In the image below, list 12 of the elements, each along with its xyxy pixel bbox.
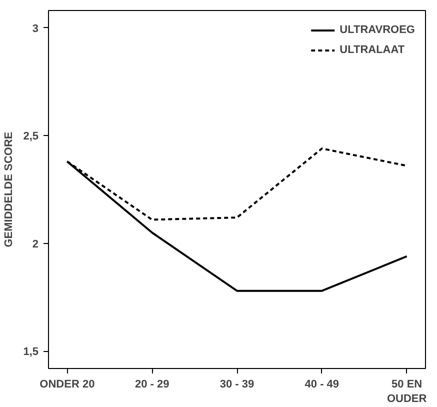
y-tick-label: 2 (32, 238, 39, 250)
y-tick-label: 1,5 (23, 346, 39, 358)
y-tick-label: 3 (32, 22, 39, 35)
legend-label: ULTRAVROEG (340, 24, 415, 36)
y-axis-title: GEMIDDELDE SCORE (3, 132, 16, 248)
legend-label: ULTRALAAT (340, 44, 405, 56)
x-tick-label: 50 EN OUDER (386, 378, 427, 405)
y-tick-label: 2,5 (23, 130, 39, 143)
x-tick-label: 20 - 29 (134, 378, 170, 390)
x-tick-label: 40 - 49 (304, 378, 340, 390)
x-tick-label: 30 - 39 (220, 378, 254, 390)
x-tick-label: ONDER 20 (40, 378, 95, 390)
